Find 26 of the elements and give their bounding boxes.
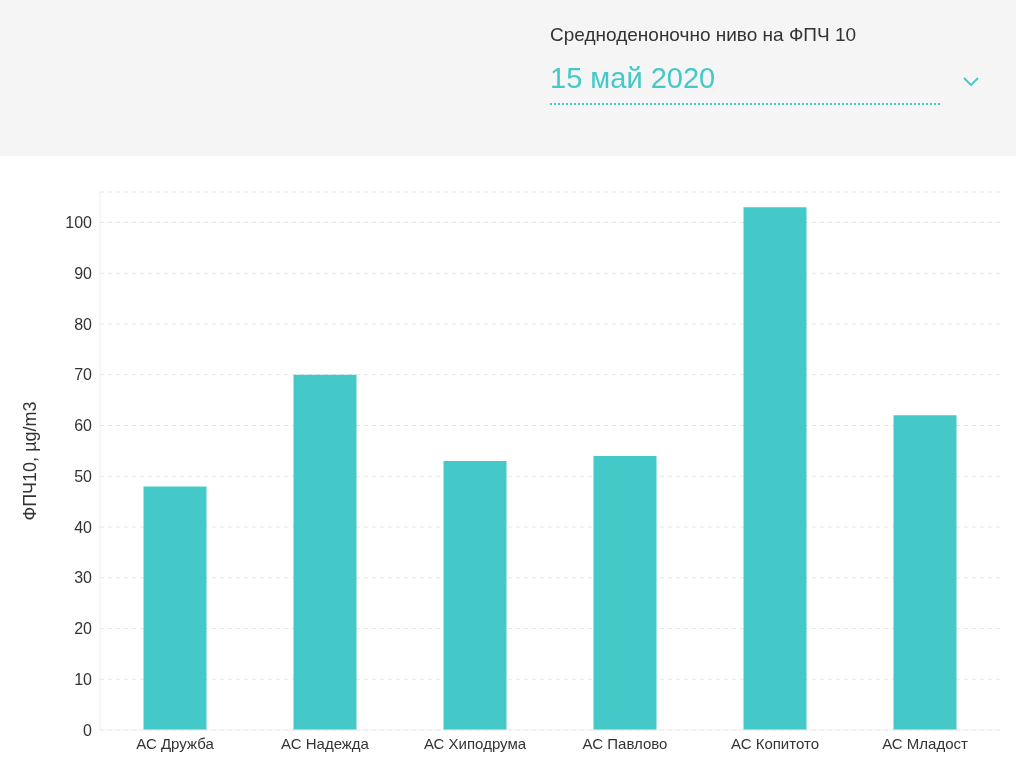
x-tick-label: АС Младост (882, 734, 968, 752)
y-axis-title: ФПЧ10, µg/m3 (20, 401, 41, 521)
x-tick-label: АС Надежда (281, 734, 370, 752)
bar (593, 455, 657, 730)
x-tick-label: АС Дружба (136, 734, 215, 752)
y-tick-label: 0 (83, 721, 93, 739)
x-tick-label: АС Павлово (582, 734, 668, 752)
x-tick-label: АС Копитото (730, 734, 820, 752)
y-tick-label: 40 (74, 518, 93, 536)
y-tick-label: 30 (74, 569, 93, 587)
y-tick-label: 70 (74, 366, 93, 384)
bar (443, 461, 507, 730)
y-tick-label: 60 (74, 417, 93, 435)
bar (293, 374, 357, 730)
x-tick-label: АС Хиподрума (423, 734, 527, 752)
y-tick-label: 80 (74, 315, 93, 333)
bar (893, 415, 957, 730)
y-tick-label: 10 (74, 670, 93, 688)
y-tick-label: 90 (74, 264, 93, 282)
chart-subtitle: 15 май 2020 (550, 62, 716, 94)
bar (143, 486, 207, 730)
chart-title: Средноденоночно ниво на ФПЧ 10 (550, 24, 857, 46)
y-tick-label: 20 (74, 620, 93, 638)
y-tick-label: 100 (65, 214, 93, 232)
bar (743, 207, 807, 730)
y-tick-label: 50 (74, 467, 93, 485)
